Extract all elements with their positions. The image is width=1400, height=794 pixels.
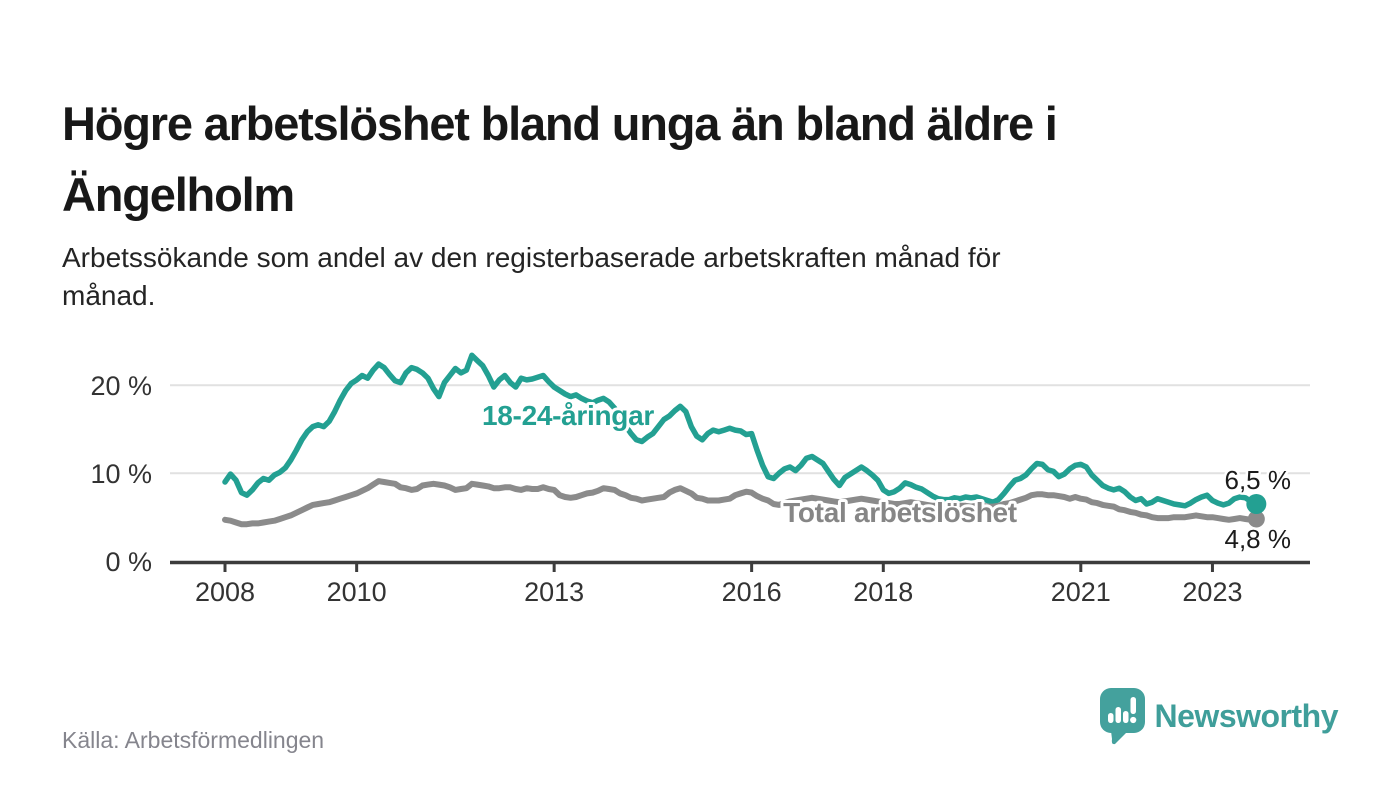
series-label-total: Total arbetslöshet xyxy=(783,497,1017,528)
newsworthy-logo: Newsworthy xyxy=(1099,687,1339,745)
page-subtitle: Arbetssökande som andel av den registerb… xyxy=(62,242,1001,312)
y-axis-label-10: 10 % xyxy=(90,459,152,489)
newsworthy-icon xyxy=(1099,688,1145,745)
x-axis-label-2008: 2008 xyxy=(195,577,255,607)
end-dot-total xyxy=(1247,510,1265,528)
x-axis-label-2023: 2023 xyxy=(1182,577,1242,607)
newsworthy-wordmark: Newsworthy xyxy=(1154,697,1339,734)
series-line-youth xyxy=(222,352,1260,509)
x-axis-label-2021: 2021 xyxy=(1051,577,1111,607)
series-label-youth: 18-24-åringar xyxy=(482,400,654,431)
end-value-youth: 6,5 % xyxy=(1225,465,1292,495)
page-title: Högre arbetslöshet bland unga än bland ä… xyxy=(62,97,1058,221)
x-axis-label-2010: 2010 xyxy=(327,577,387,607)
y-axis-label-0: 0 % xyxy=(105,547,152,577)
source-note: Källa: Arbetsförmedlingen xyxy=(62,727,325,753)
end-dot-youth xyxy=(1246,494,1267,514)
y-axis-label-20: 20 % xyxy=(90,371,152,401)
series-line-total xyxy=(222,478,1260,528)
x-axis-label-2016: 2016 xyxy=(722,577,782,607)
end-value-total: 4,8 % xyxy=(1225,524,1292,554)
x-axis-label-2013: 2013 xyxy=(524,577,584,607)
x-axis-label-2018: 2018 xyxy=(853,577,913,607)
